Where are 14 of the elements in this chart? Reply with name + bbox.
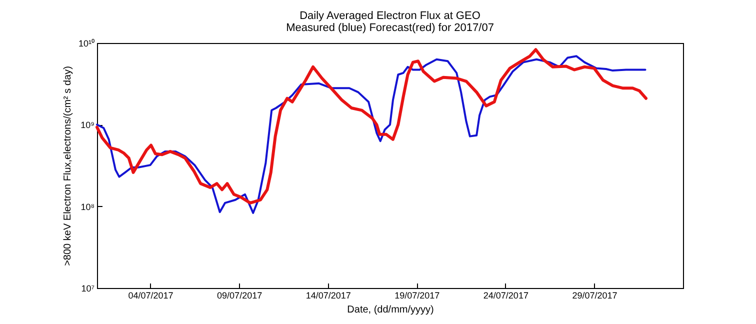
x-tick-label: 09/07/2017 xyxy=(217,290,262,300)
y-axis-title: >800 keV Electron Flux,electrons/(cm² s day) xyxy=(62,66,74,266)
chart-title: Daily Averaged Electron Flux at GEO xyxy=(300,10,481,22)
chart-subtitle: Measured (blue) Forecast(red) for 2017/07 xyxy=(286,22,494,34)
y-tick-label: 10⁹ xyxy=(80,120,95,130)
x-tick-label: 04/07/2017 xyxy=(128,290,174,300)
y-tick-label: 10⁷ xyxy=(81,284,94,294)
y-tick-label: 10¹⁰ xyxy=(78,38,94,48)
x-axis-title: Date, (dd/mm/yyyy) xyxy=(347,304,434,316)
x-tick-label: 14/07/2017 xyxy=(306,290,351,300)
y-tick-label: 10⁸ xyxy=(80,202,95,212)
x-tick-label: 29/07/2017 xyxy=(572,290,618,300)
x-tick-label: 19/07/2017 xyxy=(394,290,440,300)
x-tick-label: 24/07/2017 xyxy=(483,290,528,300)
